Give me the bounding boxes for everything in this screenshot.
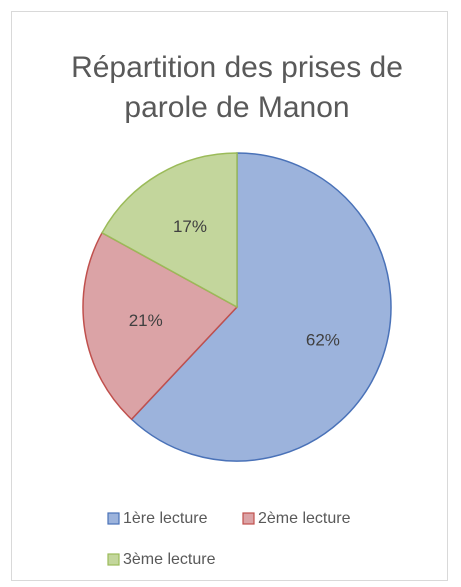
legend-swatch xyxy=(107,553,120,566)
data-label: 21% xyxy=(129,311,163,330)
data-label: 62% xyxy=(306,330,340,349)
data-label: 17% xyxy=(173,217,207,236)
legend-swatch xyxy=(242,512,255,525)
legend-label: 2ème lecture xyxy=(258,510,351,527)
chart-frame xyxy=(11,11,448,581)
pie-slice xyxy=(130,152,392,462)
legend-label: 3ème lecture xyxy=(123,551,216,568)
pie-slice xyxy=(82,231,239,421)
legend-swatch xyxy=(107,512,120,525)
chart-title: Répartition des prises de parole de Mano… xyxy=(71,51,403,124)
pie-slice xyxy=(101,152,238,309)
legend-label: 1ère lecture xyxy=(123,510,208,527)
